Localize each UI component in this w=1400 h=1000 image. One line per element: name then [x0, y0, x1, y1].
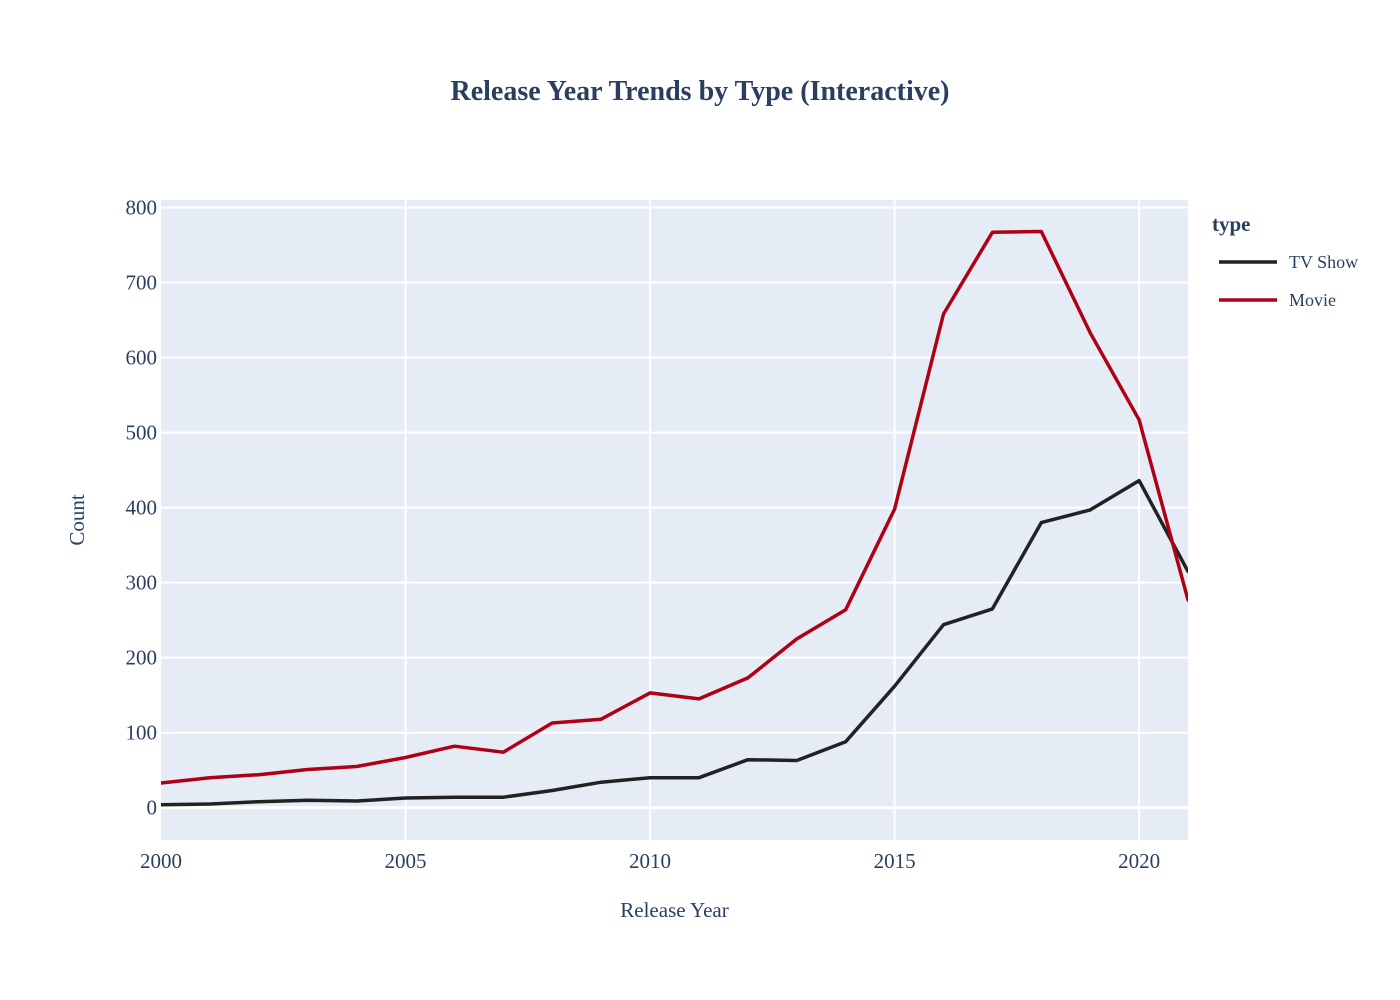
x-axis-ticks: 2000 2005 2010 2015 2020 — [140, 849, 1160, 873]
y-axis-title: Count — [65, 494, 89, 546]
legend-item-movie[interactable]: Movie — [1219, 290, 1336, 310]
legend-label: TV Show — [1289, 252, 1358, 272]
x-tick-label: 2005 — [385, 849, 427, 873]
y-tick-label: 0 — [147, 796, 158, 820]
legend[interactable]: type TV Show Movie — [1212, 212, 1358, 310]
y-tick-label: 600 — [126, 346, 158, 370]
y-tick-label: 300 — [126, 571, 158, 595]
grid-lines — [161, 200, 1188, 840]
plot-area — [161, 200, 1188, 840]
x-axis-title: Release Year — [620, 898, 728, 922]
y-tick-label: 800 — [126, 196, 158, 220]
chart-title: Release Year Trends by Type (Interactive… — [450, 76, 949, 107]
legend-title: type — [1212, 212, 1251, 236]
series-line-movie[interactable] — [161, 229, 1188, 785]
y-axis-ticks: 0 100 200 300 400 500 600 700 800 — [126, 196, 158, 820]
legend-label: Movie — [1289, 290, 1336, 310]
series-line-tv-show[interactable] — [161, 478, 1188, 807]
legend-item-tv-show[interactable]: TV Show — [1219, 252, 1358, 272]
y-tick-label: 100 — [126, 721, 158, 745]
x-tick-label: 2010 — [629, 849, 671, 873]
y-tick-label: 400 — [126, 496, 158, 520]
x-tick-label: 2000 — [140, 849, 182, 873]
y-tick-label: 500 — [126, 421, 158, 445]
y-tick-label: 200 — [126, 646, 158, 670]
y-tick-label: 700 — [126, 271, 158, 295]
series-lines — [161, 229, 1188, 807]
x-tick-label: 2020 — [1118, 849, 1160, 873]
x-tick-label: 2015 — [874, 849, 916, 873]
